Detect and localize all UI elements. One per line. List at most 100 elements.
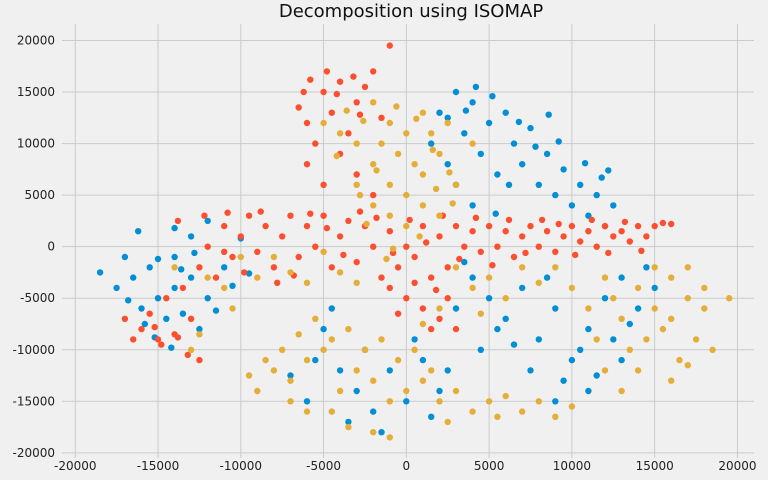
scatter-point bbox=[461, 243, 468, 250]
scatter-point bbox=[659, 219, 667, 227]
scatter-point bbox=[361, 83, 369, 91]
scatter-point bbox=[353, 171, 360, 178]
scatter-point bbox=[154, 255, 162, 263]
scatter-point bbox=[237, 253, 244, 261]
scatter-point bbox=[419, 305, 427, 312]
scatter-point bbox=[560, 377, 567, 384]
scatter-point bbox=[469, 140, 476, 147]
scatter-point bbox=[340, 251, 347, 259]
scatter-point bbox=[552, 191, 559, 199]
scatter-point bbox=[378, 274, 385, 281]
scatter-point bbox=[262, 356, 269, 364]
scatter-point bbox=[312, 140, 319, 147]
scatter-point bbox=[462, 107, 470, 114]
scatter-point bbox=[403, 222, 410, 230]
scatter-point bbox=[370, 68, 377, 75]
scatter-point bbox=[601, 367, 609, 374]
scatter-point bbox=[178, 266, 185, 273]
scatter-point bbox=[130, 274, 137, 281]
x-tick-label: -5000 bbox=[306, 459, 341, 473]
scatter-point bbox=[605, 167, 612, 174]
x-tick-label: 10000 bbox=[553, 459, 591, 473]
scatter-point bbox=[505, 216, 513, 224]
scatter-point bbox=[651, 264, 658, 271]
scatter-point bbox=[436, 212, 443, 219]
scatter-point bbox=[320, 119, 327, 127]
scatter-point bbox=[353, 279, 360, 286]
y-tick-label: 20000 bbox=[17, 33, 55, 47]
scatter-point bbox=[221, 264, 228, 271]
scatter-point bbox=[303, 119, 311, 127]
scatter-point bbox=[577, 181, 584, 188]
scatter-point bbox=[543, 228, 551, 235]
x-tick-label: 0 bbox=[403, 459, 411, 473]
scatter-point bbox=[538, 216, 546, 224]
scatter-point bbox=[411, 336, 418, 343]
scatter-point bbox=[535, 243, 542, 250]
scatter-point bbox=[163, 315, 170, 322]
scatter-point bbox=[419, 202, 427, 209]
scatter-point bbox=[394, 264, 402, 271]
scatter-point bbox=[287, 377, 294, 384]
scatter-point bbox=[444, 161, 451, 168]
scatter-point bbox=[552, 248, 559, 255]
scatter-point bbox=[141, 320, 148, 328]
scatter-point bbox=[345, 130, 352, 137]
scatter-point bbox=[510, 341, 518, 348]
scatter-point bbox=[254, 274, 261, 281]
scatter-point bbox=[452, 305, 460, 312]
scatter-point bbox=[489, 262, 496, 269]
scatter-point bbox=[370, 161, 377, 168]
scatter-point bbox=[684, 264, 691, 271]
scatter-point bbox=[519, 233, 526, 240]
scatter-point bbox=[345, 217, 352, 225]
scatter-point bbox=[643, 233, 650, 240]
scatter-point bbox=[373, 214, 380, 221]
scatter-point bbox=[429, 146, 436, 153]
scatter-point bbox=[684, 295, 691, 302]
scatter-point bbox=[610, 295, 617, 302]
scatter-point bbox=[370, 243, 377, 250]
scatter-point bbox=[154, 295, 162, 302]
scatter-point bbox=[320, 248, 327, 255]
scatter-point bbox=[618, 387, 625, 395]
scatter-point bbox=[158, 341, 165, 348]
scatter-point bbox=[204, 217, 211, 225]
scatter-point bbox=[363, 220, 370, 228]
scatter-point bbox=[505, 181, 513, 188]
scatter-point bbox=[151, 323, 158, 331]
scatter-point bbox=[709, 346, 716, 353]
scatter-point bbox=[229, 305, 236, 312]
scatter-point bbox=[492, 210, 499, 217]
scatter-point bbox=[403, 243, 410, 250]
scatter-point bbox=[174, 217, 182, 225]
scatter-point bbox=[229, 253, 236, 261]
scatter-point bbox=[336, 269, 344, 276]
scatter-point bbox=[452, 222, 460, 230]
scatter-point bbox=[378, 429, 385, 436]
scatter-point bbox=[163, 295, 170, 302]
scatter-point bbox=[394, 310, 402, 317]
scatter-point bbox=[634, 367, 642, 374]
scatter-point bbox=[588, 216, 595, 224]
scatter-point bbox=[360, 117, 367, 125]
scatter-point bbox=[303, 408, 311, 415]
scatter-point bbox=[436, 109, 443, 116]
scatter-point bbox=[187, 233, 195, 240]
scatter-point bbox=[452, 264, 460, 271]
scatter-point bbox=[701, 305, 708, 312]
y-tick-label: 15000 bbox=[17, 85, 55, 99]
scatter-point bbox=[510, 140, 518, 147]
scatter-point bbox=[684, 362, 691, 369]
scatter-point bbox=[598, 174, 605, 181]
scatter-point bbox=[403, 130, 410, 137]
scatter-point bbox=[423, 239, 430, 246]
x-tick-label: -15000 bbox=[137, 459, 180, 473]
scatter-point bbox=[469, 228, 476, 235]
scatter-point bbox=[224, 209, 231, 216]
scatter-point bbox=[333, 152, 340, 160]
scatter-point bbox=[527, 367, 534, 374]
scatter-point bbox=[121, 253, 129, 261]
scatter-point bbox=[356, 111, 364, 118]
